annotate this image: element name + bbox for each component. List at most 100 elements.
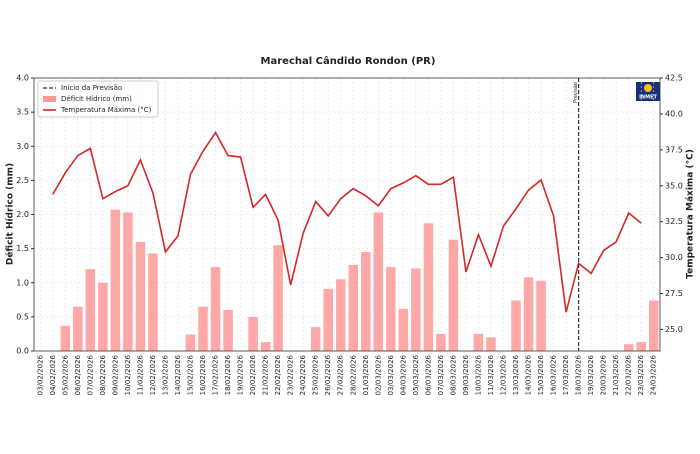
x-tick-label: 22/03/2026 [625,354,633,395]
bar [423,223,434,351]
legend-label: Déficit Hídrico (mm) [61,95,132,103]
legend-box [37,80,159,118]
legend-label: Início da Previsão [61,84,122,92]
y2-tick-label: 40.0 [665,109,683,118]
x-tick-label: 22/02/2026 [274,354,282,395]
y2-tick-label: 27.5 [665,289,683,298]
x-tick-label: 09/03/2026 [462,354,470,395]
plot-frame [33,77,661,352]
bar [473,333,484,351]
x-tick-label: 08/03/2026 [449,354,457,395]
bar [273,245,283,351]
x-tick-label: 12/03/2026 [500,354,508,395]
x-tick-label: 11/02/2026 [136,354,144,395]
y-tick-label: 3.5 [16,108,29,117]
x-tick-label: 02/03/2026 [374,354,382,395]
bar [536,280,546,351]
x-tick-label: 24/02/2026 [299,354,307,395]
x-tick-label: 06/03/2026 [424,354,432,395]
x-tick-label: 20/03/2026 [600,354,608,395]
x-tick-label: 13/02/2026 [161,354,169,395]
bar [373,212,384,351]
x-tick-label: 04/03/2026 [399,354,407,395]
bar [323,288,333,351]
bar [198,306,208,351]
bar [436,333,446,351]
chart-title: Marechal Cândido Rondon (PR) [261,55,436,67]
bar [386,267,396,351]
x-tick-label: 05/03/2026 [412,354,420,395]
y-tick-label: 2.5 [16,176,29,185]
y2-tick-label: 37.5 [665,145,683,154]
bar [223,310,233,351]
x-tick-label: 06/02/2026 [74,354,82,395]
bar [210,267,221,351]
bar [185,334,196,351]
y-tick-label: 2.0 [16,210,29,219]
x-tick-label: 28/02/2026 [349,354,357,395]
x-tick-label: 15/03/2026 [537,354,545,395]
bar [60,325,71,351]
x-tick-label: 17/03/2026 [562,354,570,395]
bar [310,327,321,351]
forecast-text: Previsão [573,82,579,103]
bar [623,344,634,351]
x-tick-label: 03/03/2026 [387,354,395,395]
y2-tick-label: 25.0 [665,325,683,334]
x-tick-label: 25/02/2026 [312,354,320,395]
bar [636,342,646,351]
x-tick-label: 09/02/2026 [111,354,119,395]
x-tick-label: 26/02/2026 [324,354,332,395]
bar [511,300,521,351]
bar [361,252,371,351]
logo-sun [644,84,652,92]
bar [260,342,271,351]
bar [98,282,108,351]
y-tick-label: 0.5 [16,312,29,321]
x-tick-label: 19/02/2026 [237,354,245,395]
bar [335,279,346,351]
y-tick-label: 3.0 [16,142,29,151]
bar [73,306,83,351]
y-tick-label: 0.0 [16,347,29,356]
bar [411,268,421,351]
x-tick-label: 13/03/2026 [512,354,520,395]
x-tick-label: 23/02/2026 [287,354,295,395]
x-tick-label: 15/02/2026 [187,354,195,395]
bar [398,308,409,351]
bar [523,277,534,351]
bar [135,241,146,351]
legend: Início da Previsão Déficit Hídrico (mm) Te… [37,80,159,118]
x-tick-label: 12/02/2026 [149,354,157,395]
x-tick-label: 11/03/2026 [487,354,495,395]
bar [248,316,258,351]
y-tick-label: 1.5 [16,244,29,253]
bar [648,300,659,351]
x-tick-label: 18/03/2026 [575,354,583,395]
y-tick-label: 4.0 [16,74,29,83]
x-tick-label: 20/02/2026 [249,354,257,395]
x-tick-label: 04/02/2026 [49,354,57,395]
y2-axis-label: Temperatura Máxima (°C) [686,149,696,279]
x-tick-label: 10/02/2026 [124,354,132,395]
x-tick-label: 18/02/2026 [224,354,232,395]
line [52,131,642,313]
bar [123,212,133,351]
y2-tick-label: 30.0 [665,253,683,262]
x-tick-label: 07/03/2026 [437,354,445,395]
x-tick-label: 16/03/2026 [550,354,558,395]
y-tick-label: 1.0 [16,278,29,287]
x-tick-label: 01/03/2026 [362,354,370,395]
x-tick-label: 27/02/2026 [337,354,345,395]
y2-tick-label: 42.5 [665,74,683,83]
bar [85,269,96,351]
logo-text: INMET [639,95,657,101]
x-tick-label: 14/02/2026 [174,354,182,395]
legend-swatch [43,96,56,102]
x-tick-label: 21/02/2026 [262,354,270,395]
x-tick-label: 10/03/2026 [474,354,482,395]
x-tick-label: 07/02/2026 [86,354,94,395]
x-tick-label: 19/03/2026 [587,354,595,395]
